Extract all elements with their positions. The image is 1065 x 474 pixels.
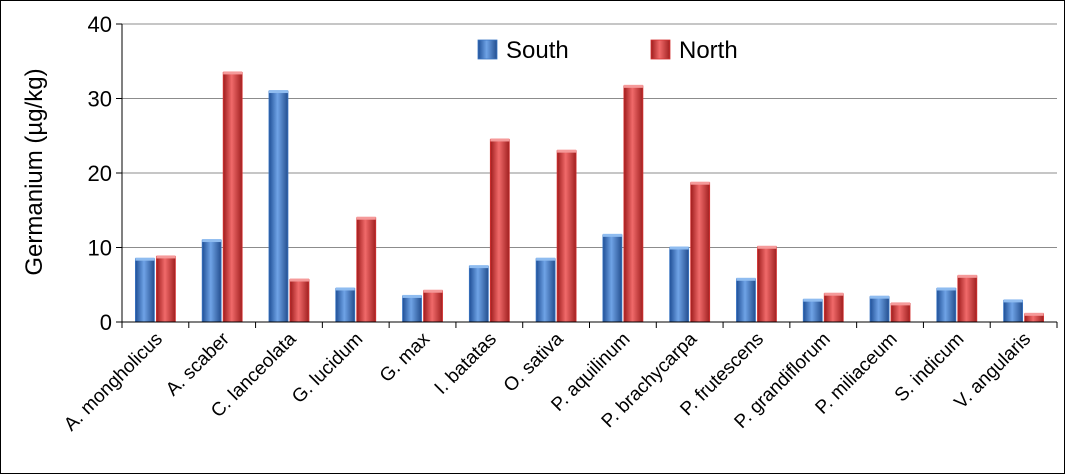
bar-top-highlight bbox=[536, 257, 556, 261]
y-tick-label: 0 bbox=[100, 310, 112, 335]
bar-south bbox=[936, 288, 957, 323]
grid-lines bbox=[116, 23, 1057, 323]
x-category-label: I. batatas bbox=[431, 329, 501, 399]
bar-south bbox=[468, 265, 489, 323]
bar-north bbox=[823, 293, 844, 323]
bar-south bbox=[268, 90, 289, 323]
bar-south bbox=[535, 258, 556, 323]
bar-top-highlight bbox=[289, 278, 309, 282]
bar-top-highlight bbox=[891, 302, 911, 306]
bar-north bbox=[957, 275, 978, 323]
x-category-label: G. lucidum bbox=[288, 329, 367, 408]
bar-top-highlight bbox=[469, 265, 489, 269]
bar-north bbox=[890, 302, 911, 323]
bar-top-highlight bbox=[402, 294, 422, 298]
legend: South North bbox=[477, 37, 738, 64]
bar-top-highlight bbox=[490, 138, 510, 142]
legend-label-south: South bbox=[506, 37, 569, 64]
bar-north bbox=[222, 72, 243, 323]
bar-top-highlight bbox=[335, 287, 355, 291]
bar-south bbox=[736, 278, 756, 323]
bar-south bbox=[402, 295, 422, 323]
bar-top-highlight bbox=[268, 90, 288, 94]
bar-top-highlight bbox=[936, 287, 956, 291]
bar-south bbox=[669, 247, 690, 323]
y-tick-label: 40 bbox=[88, 12, 112, 37]
bar-north bbox=[623, 85, 644, 323]
bar-north bbox=[356, 217, 377, 323]
bar-top-highlight bbox=[757, 245, 777, 249]
x-category-label: A. scaber bbox=[162, 328, 234, 400]
legend-label-north: North bbox=[679, 37, 738, 64]
legend-swatch-north bbox=[650, 39, 671, 60]
y-tick-labels: 0 10 20 30 40 bbox=[88, 12, 112, 335]
bar-top-highlight bbox=[623, 84, 643, 88]
bar-north bbox=[556, 150, 577, 323]
bar-top-highlight bbox=[690, 181, 710, 185]
bar-north bbox=[489, 139, 510, 323]
bar-top-highlight bbox=[223, 71, 243, 75]
bar-top-highlight bbox=[356, 216, 376, 220]
bar-south bbox=[1003, 299, 1024, 323]
x-category-label: O. sativa bbox=[500, 328, 568, 396]
bar-top-highlight bbox=[156, 255, 176, 259]
bar-top-highlight bbox=[1024, 312, 1044, 316]
bar-top-highlight bbox=[669, 246, 689, 250]
bar-top-highlight bbox=[824, 292, 844, 296]
bar-top-highlight bbox=[557, 149, 577, 153]
y-tick-label: 30 bbox=[88, 87, 112, 112]
bar-top-highlight bbox=[602, 233, 622, 237]
bar-top-highlight bbox=[135, 257, 155, 261]
bar-top-highlight bbox=[423, 289, 443, 293]
bar-north bbox=[690, 182, 711, 323]
bar-top-highlight bbox=[870, 295, 890, 299]
y-tick-label: 20 bbox=[88, 161, 112, 186]
y-tick-label: 10 bbox=[88, 236, 112, 261]
bars bbox=[134, 71, 1045, 323]
bar-top-highlight bbox=[957, 274, 977, 278]
bar-south bbox=[869, 296, 890, 323]
axes bbox=[121, 24, 1058, 328]
bar-south bbox=[335, 288, 356, 323]
bar-top-highlight bbox=[202, 239, 222, 243]
bar-south bbox=[201, 239, 222, 323]
bar-south bbox=[802, 299, 823, 323]
legend-swatch-south bbox=[477, 39, 498, 60]
bar-north bbox=[757, 246, 777, 323]
x-category-label: A. mongholicus bbox=[60, 329, 167, 436]
bar-top-highlight bbox=[803, 298, 823, 302]
bar-south bbox=[602, 234, 623, 323]
bar-top-highlight bbox=[1003, 299, 1023, 303]
y-axis-label: Germanium (µg/kg) bbox=[21, 68, 48, 275]
bar-north bbox=[423, 290, 443, 323]
bar-top-highlight bbox=[736, 277, 756, 281]
bar-north bbox=[155, 256, 176, 323]
bar-south bbox=[134, 258, 155, 323]
x-category-label: G. max bbox=[376, 328, 434, 386]
bar-north bbox=[289, 279, 310, 323]
